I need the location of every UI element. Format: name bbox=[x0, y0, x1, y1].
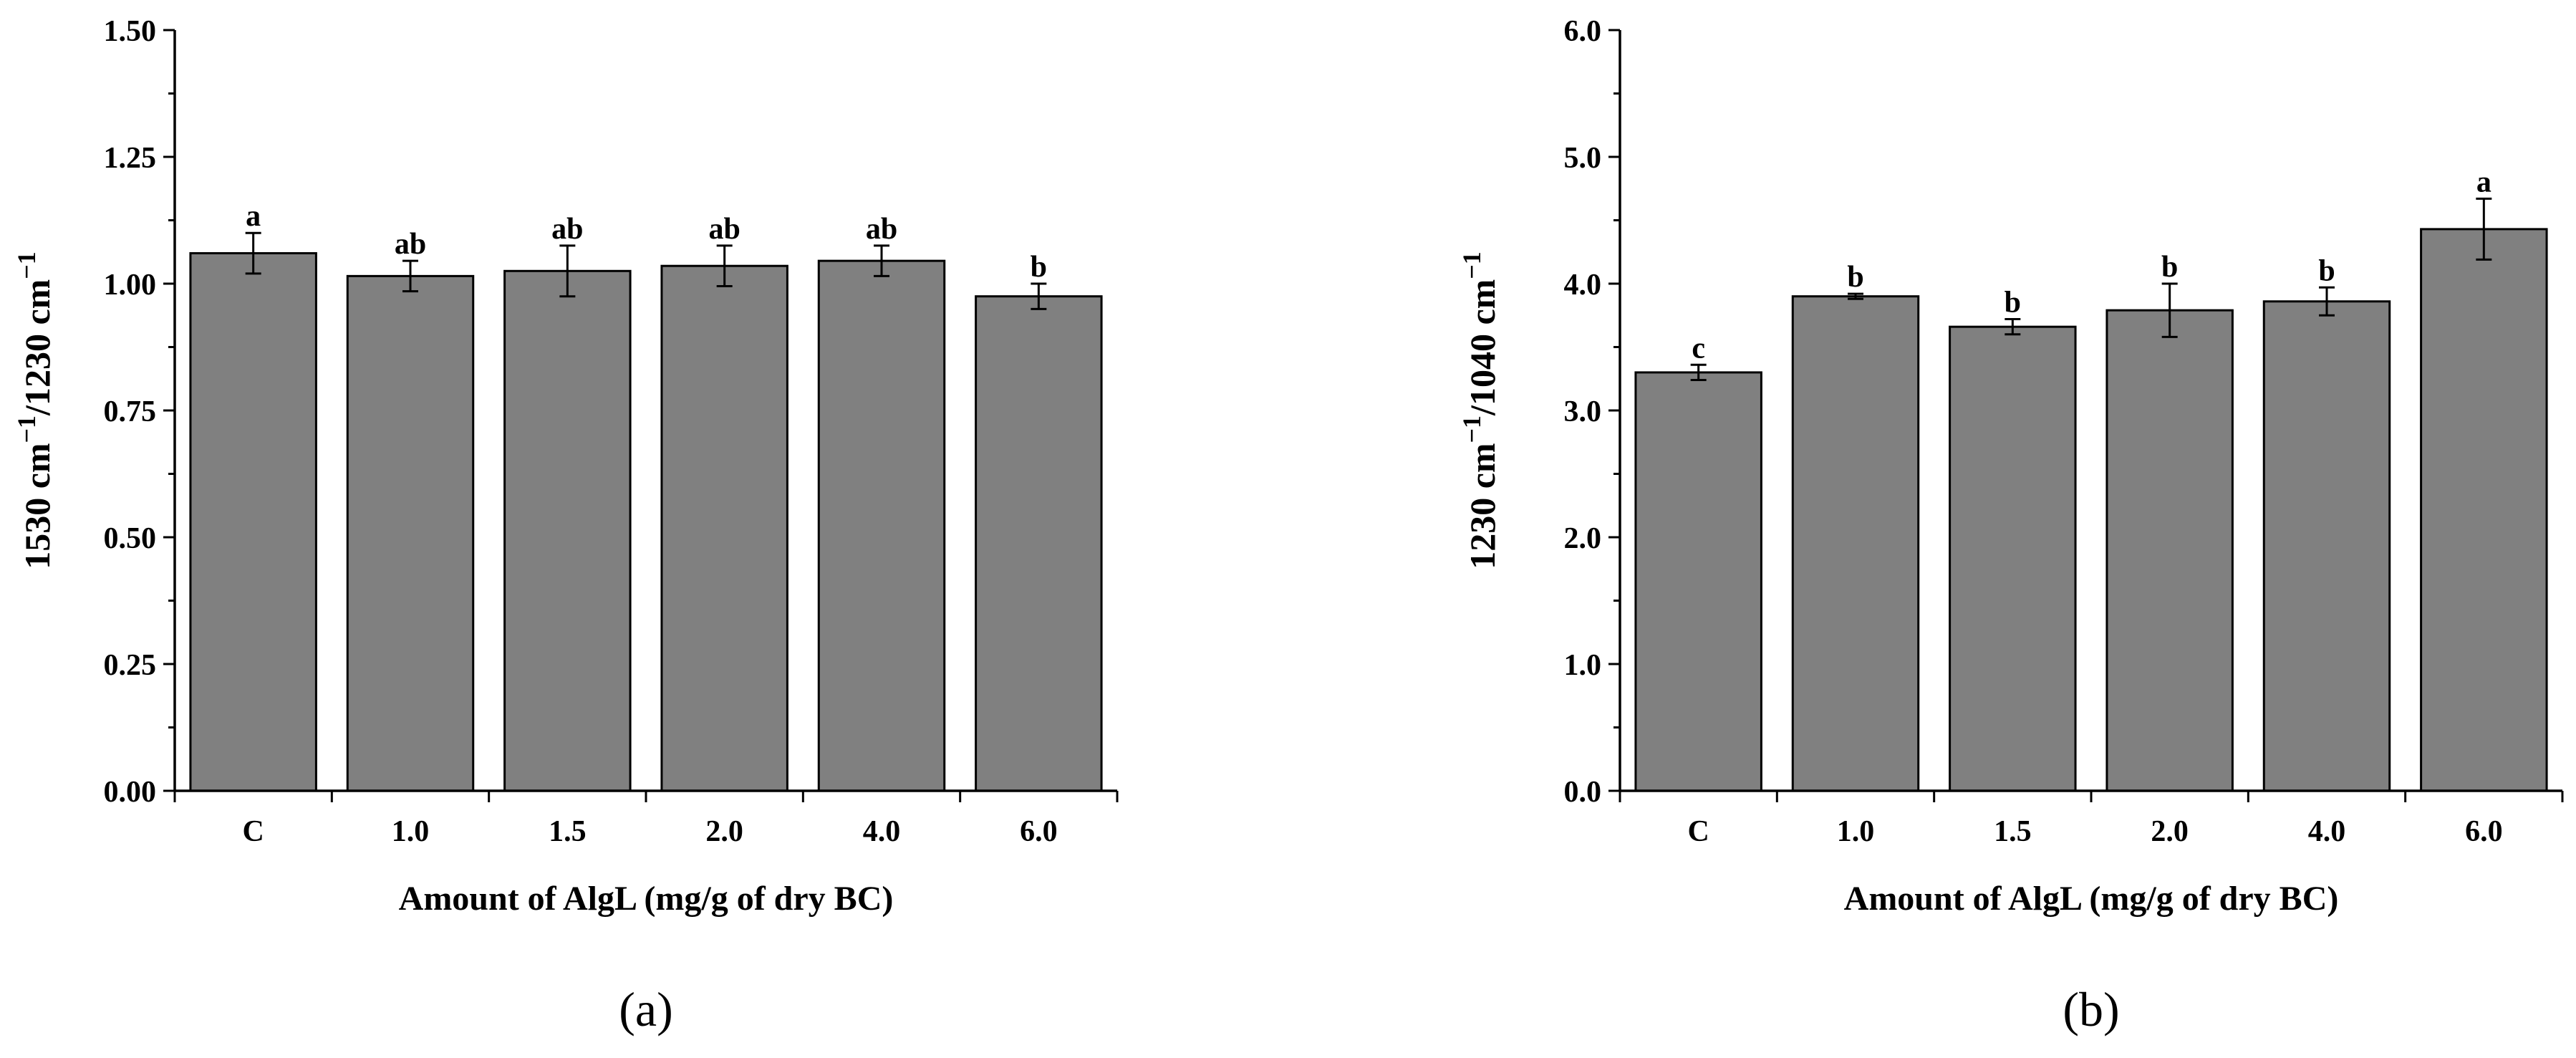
significance-letter-4: ab bbox=[866, 213, 897, 246]
error-bar-0 bbox=[245, 231, 261, 275]
bar-3 bbox=[660, 264, 788, 792]
x-tick-label-4: 4.0 bbox=[2308, 815, 2346, 848]
bar-2 bbox=[503, 269, 632, 792]
y-axis-title-part: 1230 cm bbox=[1462, 443, 1502, 569]
error-bar-2 bbox=[2005, 318, 2021, 336]
y-axis-title-superscript: −1 bbox=[12, 251, 41, 279]
error-bar-3 bbox=[2161, 282, 2178, 338]
y-axis-title-superscript: −1 bbox=[12, 415, 41, 443]
significance-letter-5: a bbox=[2476, 165, 2491, 198]
y-tick-label-3: 3.0 bbox=[1564, 395, 1602, 428]
y-tick-label-1: 0.25 bbox=[104, 649, 157, 682]
bar-4 bbox=[817, 259, 946, 792]
significance-letter-0: c bbox=[1692, 332, 1705, 365]
bar-1 bbox=[1791, 295, 1920, 792]
x-tick-label-5: 6.0 bbox=[2465, 815, 2503, 848]
significance-letter-3: b bbox=[2161, 251, 2178, 284]
error-bar-3 bbox=[716, 244, 733, 288]
panel-label: (b) bbox=[2063, 982, 2119, 1037]
error-bar-1 bbox=[1848, 292, 1863, 300]
panel-b: c b b b b a 0.0 1.0 2.0 3.0 4.0 5.0 6.0 C 1.0 1.5 2.0 4.0… bbox=[1457, 15, 2564, 1037]
y-axis-title-part: 1530 cm bbox=[17, 443, 57, 569]
y-axis-title: 1230 cm−1/1040 cm−1 bbox=[1457, 251, 1502, 569]
y-tick-label-6: 1.50 bbox=[104, 15, 157, 48]
error-bar-5 bbox=[1031, 282, 1047, 310]
bar-5 bbox=[975, 295, 1103, 792]
significance-letter-2: ab bbox=[551, 213, 583, 246]
x-tick-label-3: 2.0 bbox=[2151, 815, 2189, 848]
x-tick-label-1: 1.0 bbox=[1837, 815, 1875, 848]
x-axis-title: Amount of AlgL (mg/g of dry BC) bbox=[1844, 880, 2339, 918]
y-tick-label-6: 6.0 bbox=[1564, 15, 1602, 48]
x-tick-label-5: 6.0 bbox=[1020, 815, 1058, 848]
y-axis-title-part: /1230 cm bbox=[17, 279, 57, 416]
x-tick-label-1: 1.0 bbox=[392, 815, 430, 848]
significance-letter-5: b bbox=[1031, 251, 1047, 284]
error-bar-0 bbox=[1690, 363, 1707, 382]
error-bar-1 bbox=[402, 259, 418, 293]
bar-1 bbox=[346, 274, 475, 792]
bar-2 bbox=[1949, 325, 2077, 792]
bar-5 bbox=[2420, 228, 2548, 792]
significance-letter-0: a bbox=[246, 200, 261, 233]
x-tick-label-0: C bbox=[242, 815, 264, 848]
significance-letter-2: b bbox=[2005, 287, 2021, 319]
error-bar-5 bbox=[2476, 197, 2492, 261]
bar-3 bbox=[2105, 309, 2234, 792]
error-bar-4 bbox=[2319, 286, 2335, 317]
x-axis-title: Amount of AlgL (mg/g of dry BC) bbox=[399, 880, 894, 918]
significance-letter-4: b bbox=[2318, 254, 2335, 287]
y-tick-label-5: 1.25 bbox=[104, 142, 157, 175]
error-bar-2 bbox=[559, 244, 576, 298]
x-tick-label-4: 4.0 bbox=[863, 815, 901, 848]
y-tick-label-2: 2.0 bbox=[1564, 522, 1602, 555]
significance-letter-1: b bbox=[1847, 261, 1863, 294]
x-tick-label-0: C bbox=[1687, 815, 1709, 848]
significance-letter-3: ab bbox=[708, 213, 740, 246]
bar-0 bbox=[189, 252, 317, 792]
bar-0 bbox=[1634, 371, 1762, 792]
x-tick-label-3: 2.0 bbox=[705, 815, 743, 848]
y-tick-label-2: 0.50 bbox=[104, 522, 157, 555]
panel-label: (a) bbox=[619, 982, 672, 1037]
y-tick-label-4: 4.0 bbox=[1564, 269, 1602, 302]
significance-letter-1: ab bbox=[395, 228, 426, 261]
y-tick-label-1: 1.0 bbox=[1564, 649, 1602, 682]
y-axis-title-superscript: −1 bbox=[1457, 251, 1486, 279]
y-tick-label-4: 1.00 bbox=[104, 269, 157, 302]
y-tick-label-5: 5.0 bbox=[1564, 142, 1602, 175]
y-axis-title-part: /1040 cm bbox=[1462, 279, 1502, 416]
y-tick-label-0: 0.0 bbox=[1564, 776, 1602, 809]
panel-a: a ab ab ab ab b 0.00 0.25 0.50 0.75 1.00 1.25 1.50 C 1… bbox=[12, 15, 1119, 1037]
bar-4 bbox=[2262, 300, 2391, 792]
y-tick-label-0: 0.00 bbox=[104, 776, 157, 809]
y-tick-label-3: 0.75 bbox=[104, 395, 157, 428]
y-axis-title-superscript: −1 bbox=[1457, 415, 1486, 443]
x-tick-label-2: 1.5 bbox=[549, 815, 587, 848]
error-bar-4 bbox=[874, 244, 889, 277]
y-axis-title: 1530 cm−1/1230 cm−1 bbox=[12, 251, 57, 569]
x-tick-label-2: 1.5 bbox=[1994, 815, 2032, 848]
